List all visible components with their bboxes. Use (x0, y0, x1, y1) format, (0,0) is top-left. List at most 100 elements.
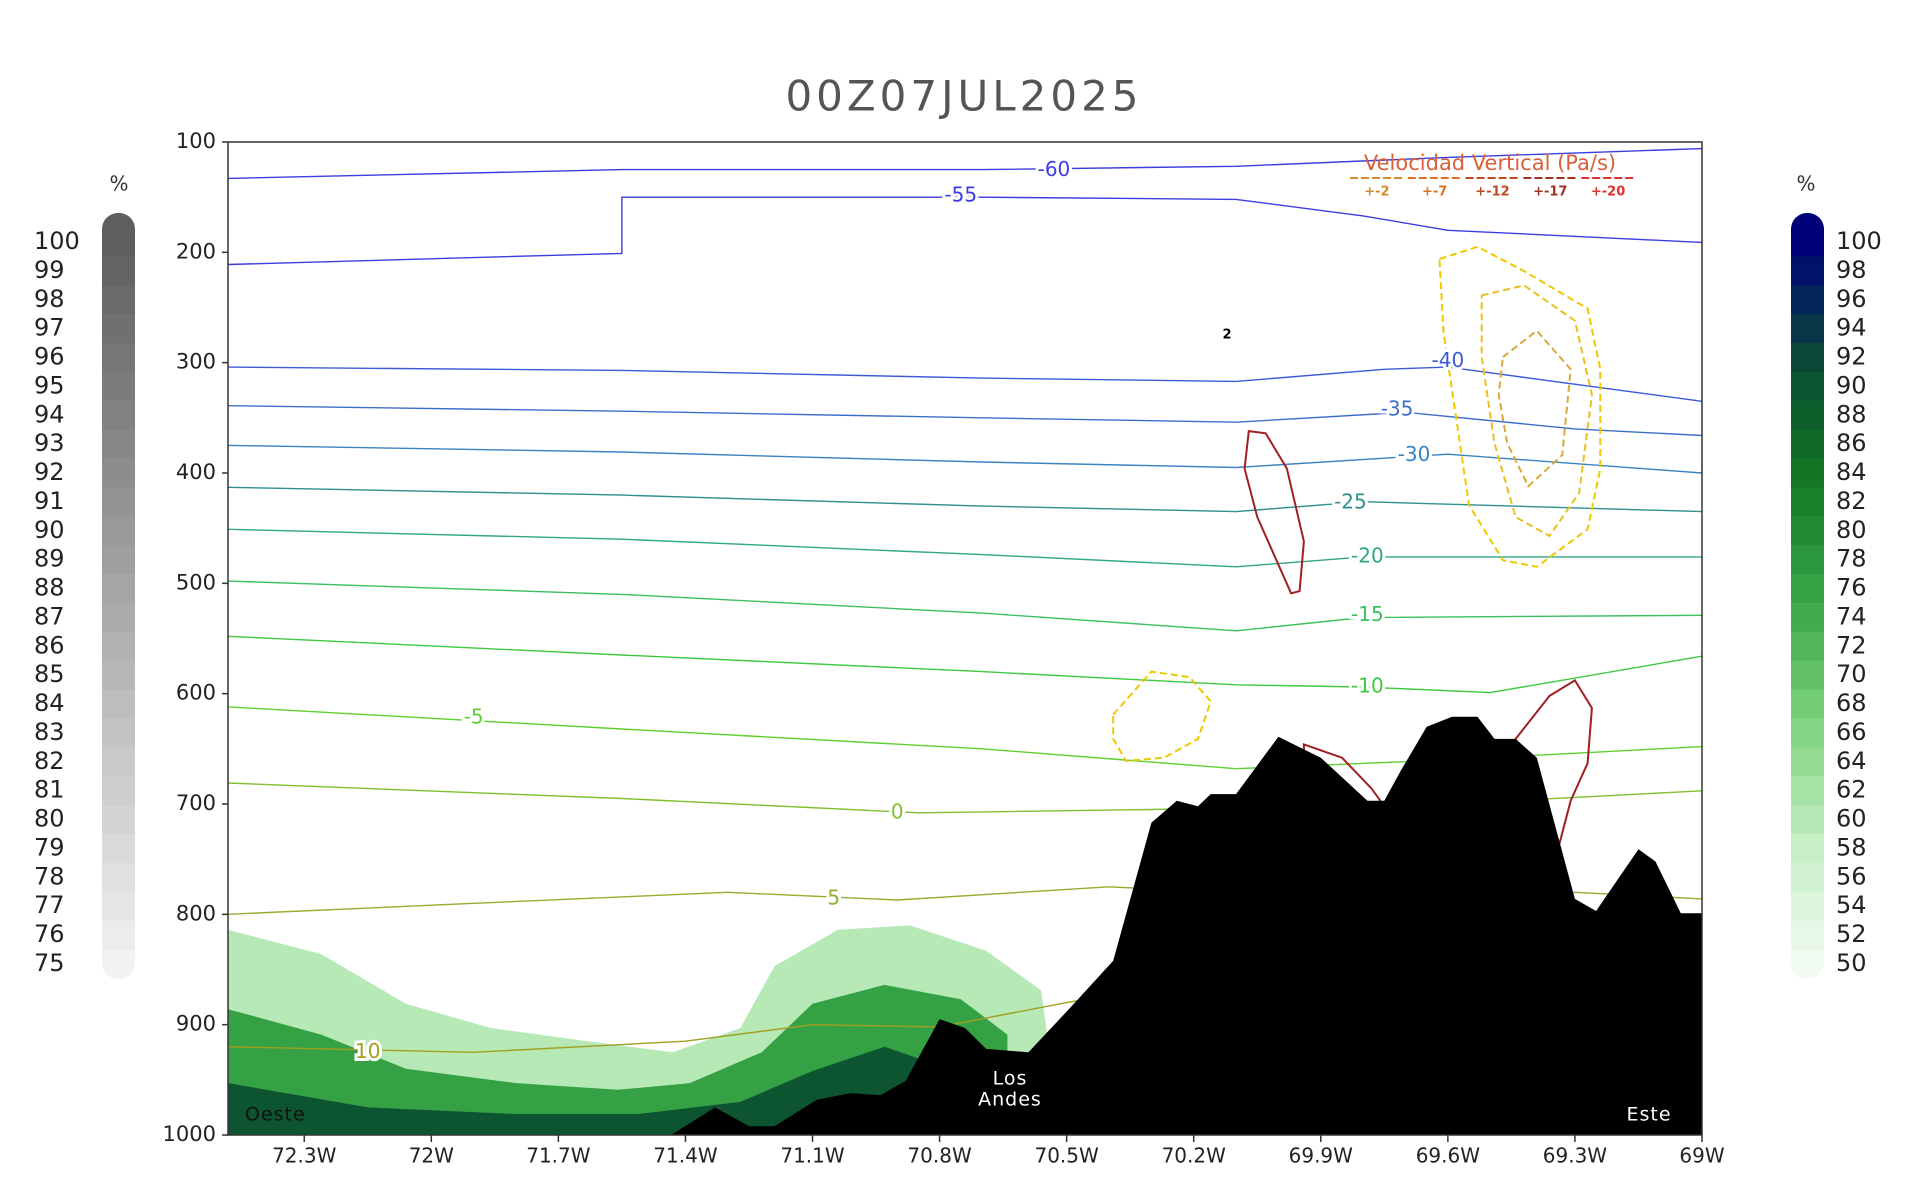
x-tick-label: 69.3W (1543, 1144, 1608, 1168)
isotherm-label: -30 (1398, 442, 1431, 466)
isotherm-label: 5 (827, 885, 840, 909)
velocity-contour (1112, 670, 1212, 763)
x-tick-label: 69.9W (1289, 1144, 1354, 1168)
colorbar-label: 89 (34, 545, 65, 573)
colorbar-label: 83 (34, 718, 65, 746)
isotherm (228, 486, 1702, 513)
y-tick-label: 700 (176, 791, 216, 815)
legend-label: +-7 (1422, 185, 1447, 200)
colorbar-label: 88 (1836, 400, 1867, 428)
colorbar-label: 58 (1836, 833, 1867, 861)
colorbars: %100999897969594939291908988878685848382… (34, 172, 1882, 979)
colorbar-label: 99 (34, 256, 65, 284)
isotherm-label: -60 (1038, 157, 1071, 181)
colorbar-cell (1791, 891, 1824, 922)
colorbar-cell (102, 631, 135, 662)
velocity-contour (1480, 284, 1593, 538)
x-tick-label: 69.6W (1416, 1144, 1481, 1168)
isotherm (228, 635, 1702, 694)
velocity-contour (1438, 245, 1602, 568)
legend-label: +-20 (1591, 185, 1625, 200)
colorbar-label: 81 (34, 776, 65, 804)
isotherm (228, 366, 1702, 402)
y-tick-label: 600 (176, 681, 216, 705)
colorbar-cell (102, 862, 135, 893)
isotherm (228, 405, 1702, 437)
colorbar-label: 92 (34, 458, 65, 486)
velocity-contour (1243, 429, 1305, 595)
colorbar-cell (102, 949, 135, 979)
colorbar-cell (1791, 805, 1824, 835)
colorbar-cell (102, 429, 135, 460)
x-tick-label: 71.7W (526, 1144, 591, 1168)
y-tick-label: 900 (176, 1012, 216, 1036)
colorbar-cell (102, 343, 135, 373)
colorbar (1791, 213, 1824, 979)
isotherm-label: -15 (1351, 602, 1384, 626)
y-tick-label: 500 (176, 570, 216, 594)
colorbar-cell (1791, 285, 1824, 315)
colorbar-label: 52 (1836, 920, 1867, 948)
colorbar-label: 70 (1836, 660, 1867, 688)
colorbar-label: 90 (34, 516, 65, 544)
x-tick-label: 72W (409, 1144, 454, 1168)
colorbar-label: 84 (34, 689, 65, 717)
colorbar-cell (1791, 631, 1824, 662)
isotherm (228, 444, 1702, 474)
colorbar-cell (102, 371, 135, 402)
colorbar-label: 76 (34, 920, 65, 948)
isotherm-label: -35 (1381, 397, 1414, 421)
x-tick-label: 71.1W (780, 1144, 845, 1168)
colorbar-label: 94 (34, 400, 65, 428)
colorbar-label: 96 (34, 343, 65, 371)
colorbar-label: 54 (1836, 891, 1867, 919)
annotations: Oeste Los Andes Este 2 (245, 328, 1671, 1126)
colorbar-cell (1791, 747, 1824, 777)
y-tick-label: 300 (176, 350, 216, 374)
colorbar-cell (102, 545, 135, 575)
colorbar-cell (1791, 516, 1824, 546)
colorbar-cell (1791, 545, 1824, 575)
colorbar-cell (1791, 834, 1824, 864)
colorbar-cell (102, 834, 135, 864)
colorbar-cell (102, 891, 135, 922)
colorbar-label: 90 (1836, 371, 1867, 399)
colorbar-label: 92 (1836, 343, 1867, 371)
isotherm (228, 580, 1702, 632)
colorbar-cell (1791, 718, 1824, 748)
colorbar-cell (1791, 949, 1824, 979)
east-label: Este (1626, 1104, 1671, 1126)
colorbar-cell (102, 805, 135, 835)
colorbar-cell (102, 213, 135, 258)
colorbar-cell (1791, 920, 1824, 951)
y-tick-label: 1000 (163, 1122, 216, 1146)
humidity-area (228, 1046, 936, 1135)
colorbar-cell (102, 660, 135, 691)
x-tick-label: 70.5W (1034, 1144, 1099, 1168)
x-tick-label: 70.2W (1162, 1144, 1227, 1168)
colorbar-label: 80 (1836, 516, 1867, 544)
colorbar-label: 91 (34, 487, 65, 515)
isotherm-label: -40 (1432, 348, 1465, 372)
colorbar-label: 100 (34, 227, 80, 255)
terrain (671, 716, 1702, 1135)
colorbar-cell (1791, 660, 1824, 691)
colorbar-cell (102, 400, 135, 431)
isotherm-label: -25 (1334, 489, 1367, 513)
colorbar-cell (102, 487, 135, 517)
colorbar-cell (102, 458, 135, 489)
colorbar-cell (1791, 343, 1824, 373)
colorbar-cell (1791, 458, 1824, 489)
colorbar-cell (102, 285, 135, 315)
colorbar-cell (102, 516, 135, 546)
colorbar-label: 72 (1836, 631, 1867, 659)
colorbar-cell (1791, 487, 1824, 517)
colorbar-label: 86 (34, 631, 65, 659)
colorbar-label: 74 (1836, 602, 1867, 630)
mountain-label: Andes (978, 1089, 1042, 1111)
colorbar-label: 64 (1836, 747, 1867, 775)
colorbar-label: 56 (1836, 862, 1867, 890)
isotherm-label: -5 (464, 704, 484, 728)
colorbar-label: 98 (1836, 256, 1867, 284)
